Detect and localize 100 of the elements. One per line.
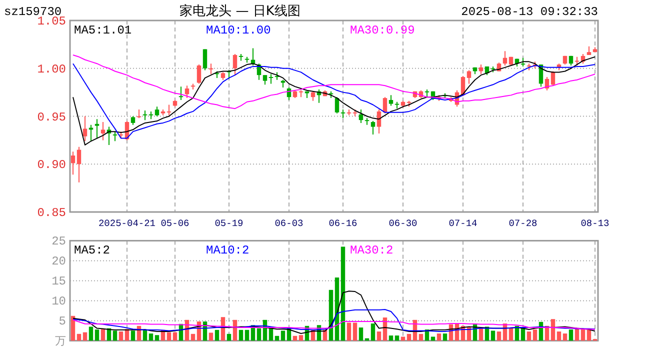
- bar: [76, 334, 82, 341]
- candlestick: [178, 86, 184, 100]
- y-tick-label: 20: [52, 254, 66, 269]
- candlestick: [196, 64, 202, 84]
- candlestick: [142, 110, 148, 121]
- y-tick-label: 1.05: [37, 14, 66, 28]
- y-tick-label: 0.95: [37, 110, 66, 124]
- bar: [568, 330, 574, 341]
- bar: [442, 334, 448, 341]
- candlestick: [268, 74, 274, 84]
- candlestick: [502, 50, 508, 66]
- chart-title: 家电龙头 — 日K线图: [180, 3, 300, 19]
- text: MA10:2: [206, 244, 250, 258]
- x-tick-label: 06-03: [274, 218, 304, 229]
- candlestick: [358, 109, 364, 124]
- bar: [418, 334, 424, 341]
- bar: [166, 332, 172, 341]
- bar: [436, 334, 442, 341]
- bar: [550, 319, 556, 341]
- text: MA10:1.00: [206, 24, 271, 38]
- bar: [172, 332, 178, 341]
- y-tick-label: 5: [58, 314, 66, 329]
- candlestick: [166, 104, 172, 116]
- x-tick-label: 05-06: [160, 218, 190, 229]
- line-series: [72, 54, 596, 110]
- bar: [298, 335, 304, 341]
- candlestick: [370, 120, 376, 135]
- bar: [556, 332, 562, 341]
- bar: [226, 334, 232, 341]
- y-tick-label: 25: [52, 234, 66, 249]
- bar: [94, 330, 100, 341]
- bar: [118, 332, 124, 341]
- bar: [490, 330, 496, 341]
- y-tick-label: 15: [52, 274, 66, 289]
- candlestick: [184, 85, 190, 99]
- y-tick-label: 0.90: [37, 158, 66, 172]
- bar: [190, 334, 196, 341]
- line-series: [72, 63, 596, 139]
- candlestick: [232, 54, 238, 76]
- text: 2025-08-13 09:32:33: [461, 5, 598, 19]
- candlestick: [70, 151, 76, 176]
- bar: [562, 334, 568, 341]
- x-tick-label: 05-19: [214, 218, 244, 229]
- candlestick: [382, 96, 388, 114]
- bar: [154, 335, 160, 341]
- bar: [280, 330, 286, 341]
- bar: [526, 332, 532, 341]
- y-tick-label: 1.00: [37, 62, 66, 76]
- x-tick-label: 07-14: [448, 218, 478, 229]
- bar: [82, 332, 88, 341]
- bar: [208, 332, 214, 341]
- candlestick: [388, 94, 394, 106]
- bar: [370, 324, 376, 341]
- x-tick-label: 2025-04-21: [98, 218, 156, 229]
- x-tick-label: 06-16: [328, 218, 358, 229]
- bar: [100, 329, 106, 341]
- candlestick: [376, 109, 382, 134]
- candlestick: [100, 121, 106, 141]
- bar: [112, 330, 118, 341]
- y-axis-title: 万: [55, 334, 66, 348]
- bar: [520, 328, 526, 341]
- bar: [430, 336, 436, 341]
- text: MA5:1.01: [74, 24, 132, 38]
- line-series: [72, 290, 596, 334]
- bar: [238, 330, 244, 341]
- x-tick-label: 08-13: [580, 218, 610, 229]
- x-tick-label: 07-28: [508, 218, 538, 229]
- candlestick: [550, 70, 556, 86]
- line-series: [72, 319, 596, 330]
- bar: [496, 332, 502, 341]
- bar: [532, 330, 538, 341]
- bar: [376, 332, 382, 341]
- bar: [586, 330, 592, 341]
- candlestick: [262, 74, 268, 86]
- line-series: [72, 309, 596, 332]
- bar: [394, 336, 400, 341]
- candlestick: [82, 116, 88, 142]
- y-tick-label: 10: [52, 294, 66, 309]
- bar: [358, 328, 364, 341]
- text: MA30:0.99: [350, 24, 415, 38]
- text: MA5:2: [74, 244, 110, 258]
- candlestick: [208, 63, 214, 75]
- bar: [88, 326, 94, 341]
- bar: [130, 330, 136, 341]
- bar: [244, 330, 250, 341]
- bar: [580, 329, 586, 341]
- bar: [388, 336, 394, 341]
- x-tick-label: 06-30: [388, 218, 418, 229]
- y-tick-label: 0.85: [37, 206, 66, 220]
- bar: [256, 328, 262, 341]
- candlestick: [202, 48, 208, 71]
- candlestick: [154, 106, 160, 117]
- bar: [340, 246, 346, 341]
- candlestick: [112, 131, 118, 142]
- bar: [400, 336, 406, 341]
- candlestick: [88, 124, 94, 142]
- line-series: [72, 56, 596, 146]
- candlestick: [310, 90, 316, 102]
- text: MA30:2: [350, 244, 394, 258]
- bar: [268, 328, 274, 341]
